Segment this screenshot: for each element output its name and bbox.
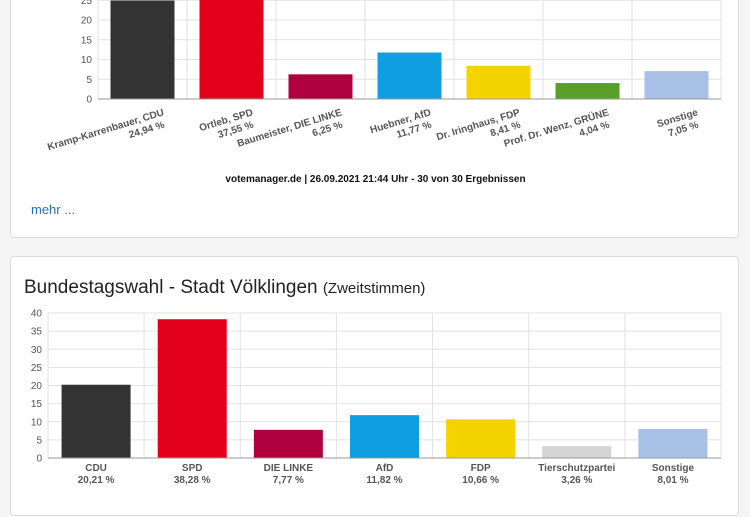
chart-title: Bundestagswahl - Stadt Völklingen (Zweit… <box>24 277 425 299</box>
y-tick-label: 40 <box>31 309 43 320</box>
bar-1 <box>110 0 175 99</box>
bar-5 <box>446 419 516 458</box>
bar-2 <box>199 0 264 99</box>
percent-label: 20,21 % <box>78 475 115 486</box>
category-label: SPD <box>182 463 203 474</box>
category-label: FDP <box>471 463 491 474</box>
bar-6 <box>555 83 620 99</box>
more-link[interactable]: mehr ... <box>31 202 76 217</box>
category-label: CDU <box>85 463 107 474</box>
category-label: Tierschutzpartei <box>538 463 615 474</box>
y-tick-label: 20 <box>31 381 43 392</box>
y-tick-label: 5 <box>36 435 42 446</box>
bar-4 <box>377 52 442 99</box>
percent-label: 7,77 % <box>273 475 304 486</box>
result-card-erststimmen: 0 5 10 15 20 25 Kramp-Karrenbauer, CDU 24,94 % O… <box>10 0 739 238</box>
y-tick-label: 35 <box>31 327 43 338</box>
y-tick-label: 25 <box>81 0 93 7</box>
y-tick-label: 5 <box>86 75 92 86</box>
y-tick-label: 15 <box>81 35 93 46</box>
category-label: DIE LINKE <box>264 463 314 474</box>
chart-title-text: Bundestagswahl - Stadt Völklingen <box>24 277 318 298</box>
result-card-zweitstimmen: Bundestagswahl - Stadt Völklingen (Zweit… <box>10 256 739 516</box>
percent-label: 10,66 % <box>462 475 499 486</box>
y-tick-label: 10 <box>81 55 93 66</box>
chart-subtitle: (Zweitstimmen) <box>322 280 426 297</box>
y-tick-label: 0 <box>36 454 42 465</box>
percent-label: 11,82 % <box>366 475 402 486</box>
bar-3 <box>253 429 323 458</box>
bar-7 <box>638 428 708 458</box>
percent-label: 38,28 % <box>174 475 211 486</box>
y-tick-label: 10 <box>31 417 43 428</box>
category-label: Sonstige <box>652 463 695 474</box>
y-tick-label: 30 <box>31 345 43 356</box>
bar-5 <box>466 65 531 99</box>
bar-2 <box>157 319 227 458</box>
bar-4 <box>350 415 419 458</box>
chart-source-footer: votemanager.de | 26.09.2021 21:44 Uhr - … <box>225 174 526 185</box>
y-tick-label: 20 <box>81 16 93 27</box>
y-tick-label: 15 <box>31 399 43 410</box>
bar-7 <box>644 71 709 99</box>
y-tick-label: 25 <box>31 363 43 374</box>
y-tick-label: 0 <box>86 95 92 106</box>
percent-label: 8,01 % <box>657 475 688 486</box>
percent-label: 3,26 % <box>561 475 592 486</box>
bar-3 <box>288 74 353 99</box>
bar-1 <box>61 384 131 458</box>
bar-6 <box>542 446 612 458</box>
category-label: AfD <box>376 463 394 474</box>
